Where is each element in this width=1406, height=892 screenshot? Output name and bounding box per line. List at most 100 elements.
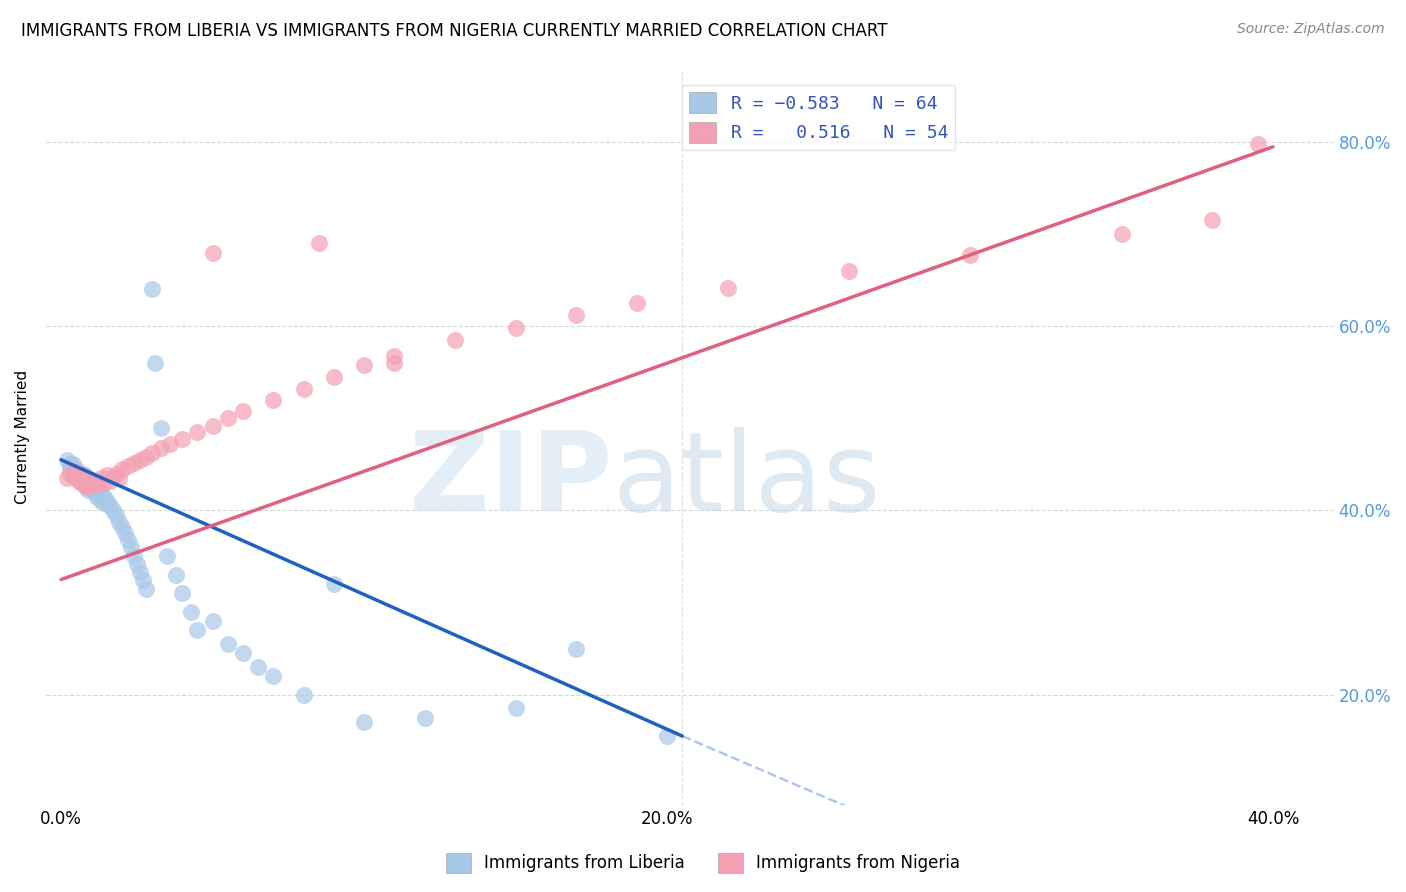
Point [96, 468, 118, 483]
Point [89, 471, 111, 485]
Point [117, 533, 139, 547]
Point [80, 475, 103, 490]
Point [232, 404, 254, 418]
Point [83, 477, 105, 491]
Point [77, 471, 100, 485]
Point [232, 646, 254, 660]
Point [132, 573, 155, 587]
Point [86, 477, 108, 491]
Text: ZIP: ZIP [409, 427, 613, 534]
Point [128, 565, 150, 579]
Point [180, 605, 202, 619]
Point [384, 349, 406, 363]
Point [135, 450, 157, 464]
Point [72, 471, 94, 485]
Point [322, 577, 344, 591]
Point [107, 515, 129, 529]
Point [150, 420, 173, 434]
Point [186, 623, 208, 637]
Point [75, 477, 97, 491]
Text: IMMIGRANTS FROM LIBERIA VS IMMIGRANTS FROM NIGERIA CURRENTLY MARRIED CORRELATION: IMMIGRANTS FROM LIBERIA VS IMMIGRANTS FR… [21, 22, 887, 40]
Point [201, 245, 224, 260]
Point [104, 508, 127, 522]
Legend: R = −0.583   N = 64, R =   0.516   N = 54: R = −0.583 N = 64, R = 0.516 N = 54 [682, 85, 955, 150]
Point [1247, 136, 1270, 151]
Point [172, 586, 194, 600]
Point [62, 468, 84, 483]
Point [56, 452, 79, 467]
Point [111, 462, 134, 476]
Text: atlas: atlas [613, 427, 882, 534]
Point [67, 474, 90, 488]
Point [217, 411, 239, 425]
Point [107, 471, 129, 485]
Point [505, 321, 527, 335]
Point [89, 494, 111, 508]
Point [292, 688, 315, 702]
Point [717, 280, 740, 294]
Point [77, 480, 100, 494]
Text: Source: ZipAtlas.com: Source: ZipAtlas.com [1237, 22, 1385, 37]
Point [59, 462, 82, 476]
Point [565, 641, 588, 656]
Point [56, 471, 79, 485]
Point [201, 614, 224, 628]
Point [98, 499, 121, 513]
Point [122, 456, 145, 470]
Point [77, 474, 100, 488]
Y-axis label: Currently Married: Currently Married [15, 370, 30, 504]
Point [128, 452, 150, 467]
Point [67, 465, 90, 479]
Point [83, 474, 105, 488]
Point [77, 477, 100, 491]
Point [505, 701, 527, 715]
Point [65, 465, 87, 479]
Point [72, 475, 94, 490]
Point [141, 446, 163, 460]
Point [322, 370, 344, 384]
Point [959, 247, 981, 261]
Legend: Immigrants from Liberia, Immigrants from Nigeria: Immigrants from Liberia, Immigrants from… [439, 847, 967, 880]
Point [247, 660, 270, 674]
Point [292, 382, 315, 396]
Point [93, 490, 115, 504]
Point [65, 462, 87, 476]
Point [159, 437, 181, 451]
Point [62, 458, 84, 472]
Point [186, 425, 208, 440]
Point [62, 467, 84, 481]
Point [626, 296, 648, 310]
Point [444, 333, 467, 347]
Point [125, 557, 148, 571]
Point [172, 432, 194, 446]
Point [89, 487, 111, 501]
Point [72, 468, 94, 483]
Point [308, 236, 330, 251]
Point [72, 467, 94, 481]
Point [93, 475, 115, 490]
Point [156, 549, 179, 564]
Point [1201, 213, 1223, 227]
Point [75, 474, 97, 488]
Point [122, 549, 145, 564]
Point [67, 468, 90, 483]
Point [262, 669, 284, 683]
Point [141, 283, 163, 297]
Point [96, 494, 118, 508]
Point [86, 490, 108, 504]
Point [143, 356, 166, 370]
Point [413, 710, 436, 724]
Point [83, 485, 105, 500]
Point [114, 526, 136, 541]
Point [80, 480, 103, 494]
Point [111, 520, 134, 534]
Point [75, 468, 97, 483]
Point [59, 467, 82, 481]
Point [135, 582, 157, 596]
Point [838, 264, 860, 278]
Point [565, 308, 588, 322]
Point [120, 541, 142, 555]
Point [353, 358, 375, 372]
Point [384, 356, 406, 370]
Point [65, 471, 87, 485]
